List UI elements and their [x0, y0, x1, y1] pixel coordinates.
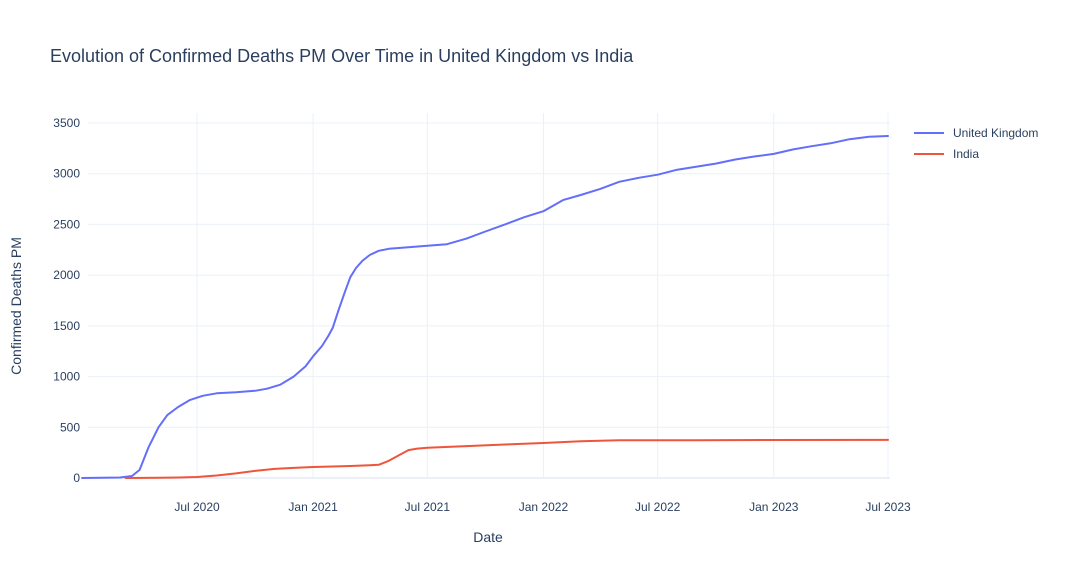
- gridlines: [88, 113, 890, 479]
- x-tick-label: Jul 2022: [635, 500, 681, 514]
- x-tick-label: Jul 2020: [174, 500, 220, 514]
- x-tick-label: Jul 2021: [405, 500, 451, 514]
- x-axis-ticks: Jul 2020 Jan 2021 Jul 2021 Jan 2022 Jul 2022…: [174, 500, 911, 514]
- y-tick-label: 3000: [53, 167, 80, 181]
- y-tick-label: 3500: [53, 116, 80, 130]
- x-tick-label: Jan 2023: [749, 500, 799, 514]
- y-tick-label: 1000: [53, 370, 80, 384]
- x-axis-title: Date: [473, 529, 503, 545]
- x-tick-label: Jul 2023: [865, 500, 911, 514]
- y-tick-label: 1500: [53, 319, 80, 333]
- legend-label: United Kingdom: [953, 126, 1038, 140]
- y-axis-title: Confirmed Deaths PM: [8, 237, 24, 375]
- chart-title: Evolution of Confirmed Deaths PM Over Ti…: [50, 46, 634, 66]
- legend-item-india[interactable]: India: [914, 147, 979, 161]
- series-line-united-kingdom: [81, 135, 889, 479]
- x-tick-label: Jan 2022: [519, 500, 569, 514]
- y-tick-label: 2500: [53, 217, 80, 231]
- x-tick-label: Jan 2021: [288, 500, 338, 514]
- legend-item-united-kingdom[interactable]: United Kingdom: [914, 126, 1038, 140]
- series-lines: [81, 135, 889, 479]
- y-tick-label: 2000: [53, 268, 80, 282]
- legend[interactable]: United Kingdom India: [914, 126, 1038, 161]
- y-axis-ticks: 0 500 1000 1500 2000 2500 3000 3500: [53, 116, 80, 485]
- legend-label: India: [953, 147, 979, 161]
- y-tick-label: 500: [60, 420, 80, 434]
- series-line-india: [124, 438, 889, 479]
- y-tick-label: 0: [73, 471, 80, 485]
